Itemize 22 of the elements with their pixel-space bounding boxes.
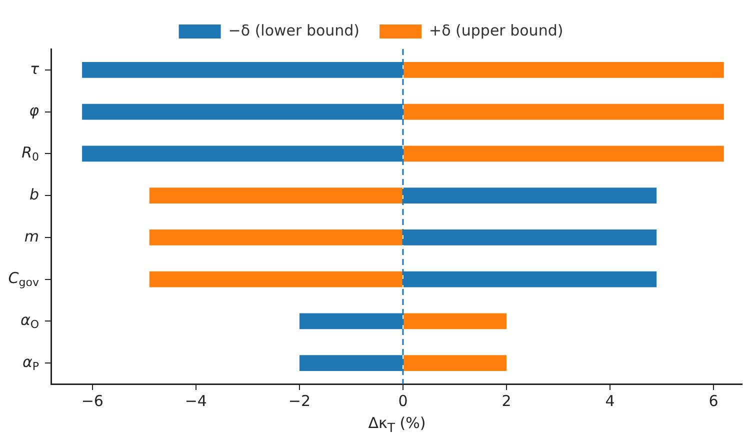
x-tick-label: −6 (81, 392, 104, 410)
x-tick-label: 0 (398, 392, 408, 410)
y-tick-label: τ (30, 60, 40, 78)
x-tick-label: 4 (605, 392, 615, 410)
bar (403, 355, 506, 371)
bar (403, 313, 506, 330)
x-tick-label: −4 (184, 392, 207, 410)
bar (403, 146, 724, 162)
x-tick-label: −2 (288, 392, 311, 410)
y-tick-label: m (24, 227, 40, 246)
legend-label: +δ (upper bound) (429, 21, 564, 40)
bar (149, 188, 402, 204)
bar (403, 104, 724, 120)
bar (149, 230, 402, 246)
x-tick-label: 6 (708, 392, 718, 410)
legend-label: −δ (lower bound) (228, 21, 360, 40)
bar (403, 62, 724, 78)
x-axis-title: Δκ$_{T}$ (%) (367, 414, 427, 435)
bar (149, 271, 402, 288)
y-tick-label: φ (29, 102, 40, 120)
y-tick-label: b (29, 185, 40, 204)
x-tick-label: 2 (502, 392, 512, 410)
